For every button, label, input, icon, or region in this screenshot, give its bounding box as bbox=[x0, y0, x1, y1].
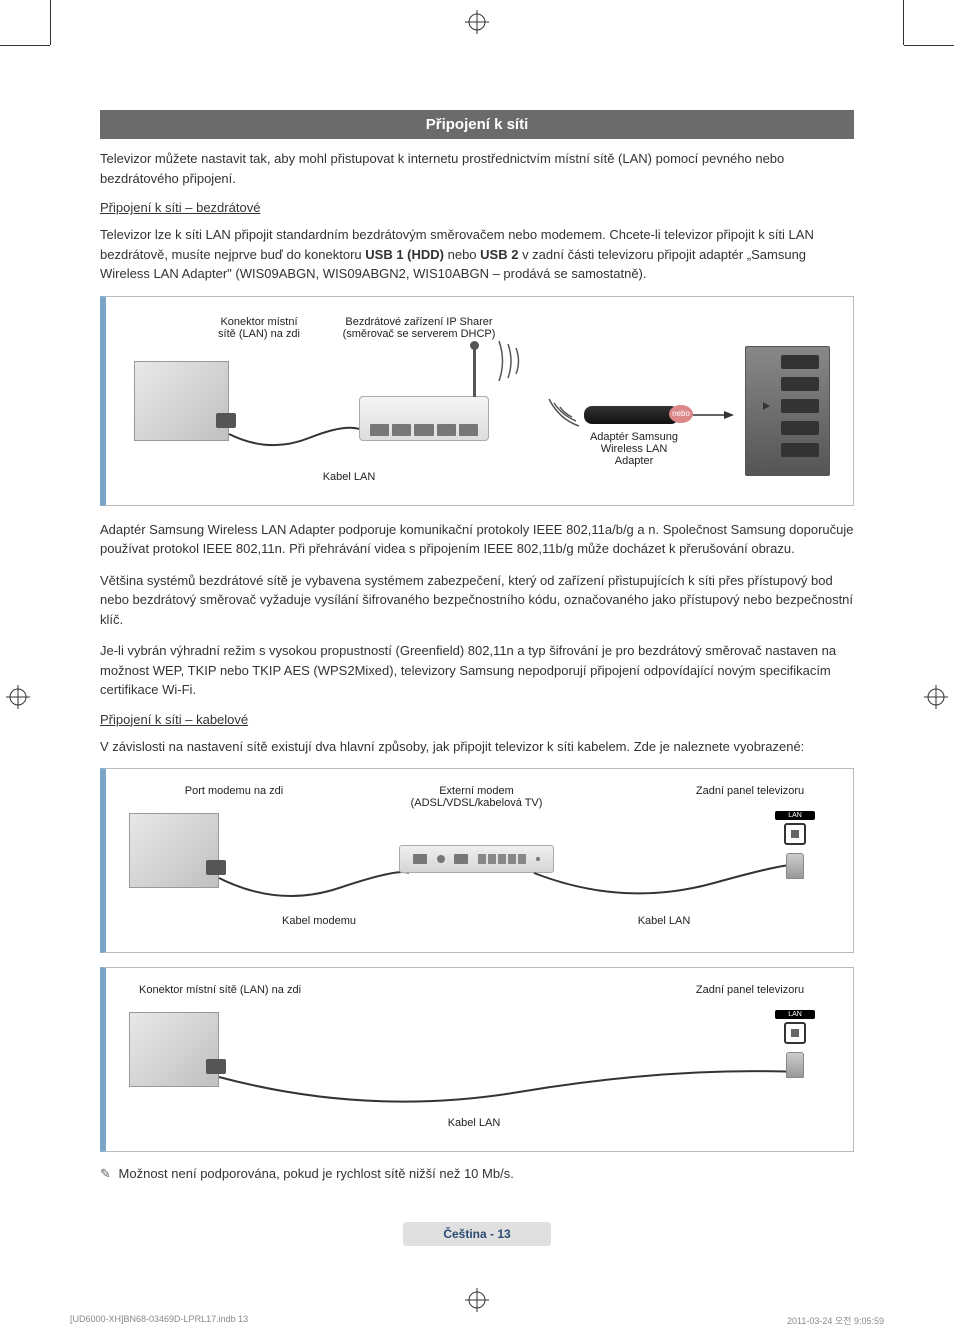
router-icon bbox=[359, 396, 489, 441]
wireless-para1: Televizor lze k síti LAN připojit standa… bbox=[100, 225, 854, 284]
tv-panel-label: Zadní panel televizoru bbox=[680, 984, 820, 996]
label-line: (směrovač se serverem DHCP) bbox=[329, 328, 509, 340]
wireless-para2: Adaptér Samsung Wireless LAN Adapter pod… bbox=[100, 520, 854, 559]
modem-label: Externí modem (ADSL/VDSL/kabelová TV) bbox=[399, 785, 554, 809]
label-line: Adaptér Samsung bbox=[584, 431, 684, 443]
tv-port-icon bbox=[781, 421, 819, 435]
wired-diagram-2: Konektor místní sítě (LAN) na zdi Zadní … bbox=[100, 967, 854, 1152]
modem-dot-icon bbox=[536, 857, 540, 861]
antenna-icon bbox=[473, 347, 476, 397]
wired-diagram-1: Port modemu na zdi Externí modem (ADSL/V… bbox=[100, 768, 854, 953]
wireless-diagram: Konektor místní sítě (LAN) na zdi Bezdrá… bbox=[100, 296, 854, 506]
page-footer: Čeština - 13 bbox=[100, 1222, 854, 1246]
wired-para1: V závislosti na nastavení sítě existují … bbox=[100, 737, 854, 757]
intro-text: Televizor můžete nastavit tak, aby mohl … bbox=[100, 149, 854, 188]
note-text: ✎ Možnost není podporována, pokud je ryc… bbox=[100, 1166, 854, 1182]
wall-jack-icon bbox=[129, 1012, 219, 1087]
cable-label: Kabel LAN bbox=[614, 915, 714, 927]
lan-cable-icon bbox=[229, 426, 364, 456]
wifi-adapter-icon bbox=[584, 406, 679, 424]
label-line: Konektor místní bbox=[194, 316, 324, 328]
note-content: Možnost není podporována, pokud je rychl… bbox=[119, 1166, 514, 1181]
text-segment: nebo bbox=[444, 247, 480, 262]
wireless-para4: Je-li vybrán výhradní režim s vysokou pr… bbox=[100, 641, 854, 700]
wall-jack-icon bbox=[134, 361, 229, 441]
tv-lan-port: LAN bbox=[775, 1010, 815, 1080]
note-icon: ✎ bbox=[100, 1166, 111, 1182]
tv-lan-port: LAN bbox=[775, 811, 815, 881]
wall-jack-label: Konektor místní sítě (LAN) na zdi bbox=[194, 316, 324, 340]
radio-waves-icon bbox=[544, 391, 584, 431]
label-line: sítě (LAN) na zdi bbox=[194, 328, 324, 340]
registration-mark-icon bbox=[465, 1288, 489, 1312]
tv-port-icon bbox=[781, 355, 819, 369]
lan-cable-icon bbox=[534, 863, 794, 913]
lan-plug-icon bbox=[786, 853, 804, 879]
usb2-label: USB 2 bbox=[480, 247, 518, 262]
wireless-heading: Připojení k síti – bezdrátové bbox=[100, 200, 854, 215]
section-title: Připojení k síti bbox=[100, 110, 854, 139]
wireless-para3: Většina systémů bezdrátové sítě je vybav… bbox=[100, 571, 854, 630]
lan-socket-icon bbox=[784, 1022, 806, 1044]
tv-panel-label: Zadní panel televizoru bbox=[680, 785, 820, 797]
or-badge: nebo bbox=[669, 405, 693, 423]
modem-port-icon bbox=[454, 854, 468, 864]
radio-waves-icon bbox=[494, 336, 534, 386]
label-line: (ADSL/VDSL/kabelová TV) bbox=[399, 797, 554, 809]
cable-label: Kabel modemu bbox=[269, 915, 369, 927]
cable-label: Kabel LAN bbox=[299, 471, 399, 483]
label-line: Adapter bbox=[584, 455, 684, 467]
usb1-label: USB 1 (HDD) bbox=[365, 247, 444, 262]
lan-port-label: LAN bbox=[775, 1010, 815, 1019]
tv-port-icon bbox=[781, 399, 819, 413]
lan-port-label: LAN bbox=[775, 811, 815, 820]
tv-port-icon bbox=[781, 443, 819, 457]
adapter-label: Adaptér Samsung Wireless LAN Adapter bbox=[584, 431, 684, 467]
lan-socket-icon bbox=[784, 823, 806, 845]
modem-led-icon bbox=[437, 855, 445, 863]
tv-back-panel-icon bbox=[745, 346, 830, 476]
page-number: Čeština - 13 bbox=[403, 1222, 550, 1246]
wall-port-label: Konektor místní sítě (LAN) na zdi bbox=[139, 984, 359, 996]
wired-heading: Připojení k síti – kabelové bbox=[100, 712, 854, 727]
label-line: Externí modem bbox=[399, 785, 554, 797]
router-label: Bezdrátové zařízení IP Sharer (směrovač … bbox=[329, 316, 509, 340]
lan-cable-icon bbox=[219, 1072, 799, 1122]
modem-cable-icon bbox=[219, 873, 409, 913]
lan-plug-icon bbox=[786, 1052, 804, 1078]
modem-icon bbox=[399, 845, 554, 873]
router-ports-icon bbox=[370, 424, 478, 436]
label-line: Wireless LAN bbox=[584, 443, 684, 455]
label-line: Bezdrátové zařízení IP Sharer bbox=[329, 316, 509, 328]
wall-port-label: Port modemu na zdi bbox=[164, 785, 304, 797]
cable-label: Kabel LAN bbox=[424, 1117, 524, 1129]
modem-port-icon bbox=[413, 854, 427, 864]
wall-jack-icon bbox=[129, 813, 219, 888]
page-content: Připojení k síti Televizor můžete nastav… bbox=[0, 0, 954, 1306]
modem-ports-icon bbox=[478, 854, 526, 864]
tv-port-icon bbox=[781, 377, 819, 391]
